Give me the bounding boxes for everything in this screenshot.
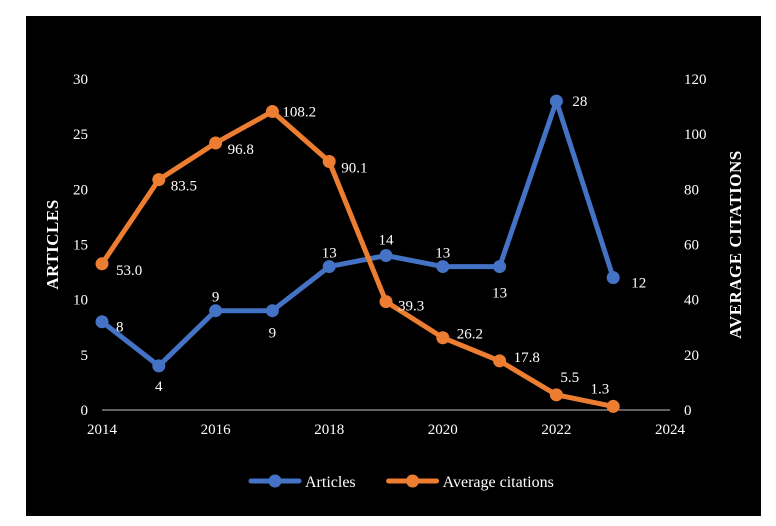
y-tick-label-left: 10 — [73, 293, 88, 309]
articles-data-label: 4 — [155, 379, 163, 395]
articles-data-label: 8 — [116, 320, 124, 336]
articles-point — [379, 249, 393, 263]
y-axis-title-right: AVERAGE CITATIONS — [726, 150, 745, 338]
articles-point — [493, 260, 507, 274]
x-tick-label: 2024 — [655, 422, 686, 438]
articles-point — [436, 260, 450, 274]
average-citations-point — [209, 136, 223, 150]
y-tick-label-left: 30 — [73, 72, 88, 88]
articles-point — [265, 304, 279, 318]
y-tick-label-left: 15 — [73, 238, 88, 254]
legend-marker-average-citations — [406, 474, 420, 488]
average-citations-point — [549, 388, 563, 402]
articles-point — [152, 359, 166, 373]
average-citations-data-label: 5.5 — [560, 370, 579, 386]
y-tick-label-right: 20 — [684, 348, 699, 364]
articles-point — [606, 271, 620, 285]
average-citations-line — [99, 109, 616, 409]
y-tick-label-right: 40 — [684, 293, 699, 309]
legend-marker-articles — [268, 474, 282, 488]
articles-line — [99, 98, 616, 369]
articles-data-label: 13 — [492, 286, 507, 302]
y-tick-label-right: 60 — [684, 238, 699, 254]
chart-panel: 2014 2016 2018 2020 2022 2024 0 5 10 15 20 25 30 0 20 4… — [26, 16, 761, 516]
x-tick-label: 2018 — [314, 422, 344, 438]
x-tick-label: 2016 — [201, 422, 232, 438]
average-citations-data-label: 90.1 — [341, 160, 367, 176]
articles-point — [322, 260, 336, 274]
articles-data-label: 13 — [322, 246, 337, 262]
articles-point — [549, 94, 563, 108]
y-tick-label-left: 20 — [73, 182, 88, 198]
average-citations-data-label: 26.2 — [457, 327, 483, 343]
series-lines-layer — [99, 98, 616, 409]
average-citations-point — [152, 173, 166, 187]
average-citations-point — [493, 354, 507, 368]
average-citations-point — [265, 105, 279, 119]
series-points-layer — [95, 94, 620, 413]
y-tick-label-right: 0 — [684, 403, 692, 419]
articles-data-label: 13 — [435, 246, 450, 262]
y-tick-label-right: 100 — [684, 127, 707, 143]
legend: Articles Average citations — [248, 474, 554, 491]
average-citations-data-label: 53.0 — [116, 263, 142, 279]
x-tick-label: 2020 — [428, 422, 458, 438]
legend-label-average-citations: Average citations — [443, 474, 554, 491]
average-citations-data-label: 1.3 — [590, 381, 609, 397]
average-citations-data-label: 39.3 — [398, 299, 424, 315]
x-tick-label: 2014 — [87, 422, 118, 438]
x-tick-label: 2022 — [541, 422, 571, 438]
average-citations-point — [436, 331, 450, 345]
average-citations-data-label: 83.5 — [171, 179, 197, 195]
average-citations-point — [322, 154, 336, 168]
y-tick-label-right: 120 — [684, 72, 707, 88]
average-citations-data-label: 108.2 — [282, 105, 316, 121]
articles-point — [95, 315, 109, 329]
articles-data-label: 9 — [212, 290, 220, 306]
y-tick-label-left: 0 — [81, 403, 89, 419]
articles-data-label: 12 — [631, 276, 646, 292]
articles-data-label: 9 — [269, 326, 277, 342]
articles-data-label: 28 — [572, 94, 587, 110]
articles-point — [209, 304, 223, 318]
legend-label-articles: Articles — [305, 474, 356, 491]
average-citations-point — [606, 399, 620, 413]
average-citations-data-label: 17.8 — [514, 350, 540, 366]
axes-layer: 2014 2016 2018 2020 2022 2024 0 5 10 15 20 25 30 0 20 4… — [73, 72, 707, 438]
average-citations-point — [379, 295, 393, 309]
y-tick-label-right: 80 — [684, 182, 699, 198]
average-citations-data-label: 96.8 — [228, 142, 254, 158]
average-citations-point — [95, 257, 109, 271]
y-tick-label-left: 25 — [73, 127, 88, 143]
articles-data-label: 14 — [379, 233, 395, 249]
y-tick-label-left: 5 — [81, 348, 89, 364]
data-labels-layer: 8 4 9 9 13 14 13 13 28 12 53.0 83.5 96.8 108.2 90.1 39.… — [116, 94, 646, 397]
y-axis-title-left: ARTICLES — [43, 199, 62, 289]
line-chart: 2014 2016 2018 2020 2022 2024 0 5 10 15 20 25 30 0 20 4… — [43, 72, 745, 491]
